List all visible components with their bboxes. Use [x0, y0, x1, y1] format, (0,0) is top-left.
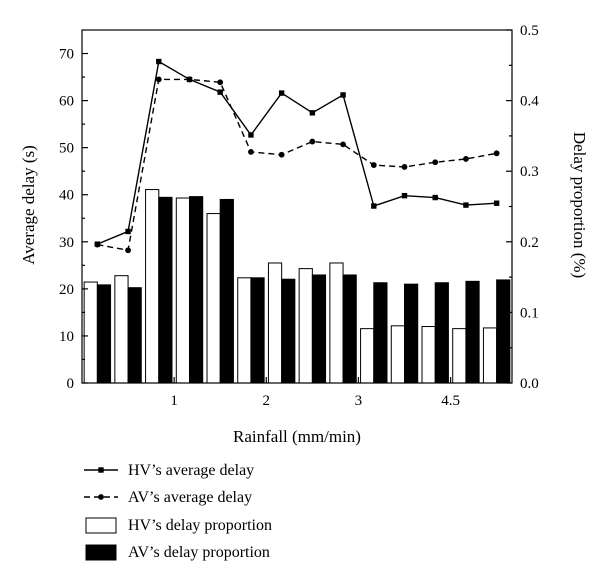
- hv-proportion-bar: [482, 327, 498, 384]
- av-proportion-bar: [219, 198, 234, 384]
- hv-delay-point: [248, 132, 254, 138]
- legend-hv-bar-swatch: [85, 517, 117, 534]
- legend-label: AV’s average delay: [128, 489, 252, 506]
- av-proportion-bar: [127, 287, 142, 384]
- y-tick-label: 50: [59, 141, 74, 157]
- legend-label: AV’s delay proportion: [128, 544, 270, 561]
- y2-tick-label: 0.3: [520, 164, 539, 180]
- av-proportion-bar: [250, 277, 265, 384]
- hv-delay-line: [97, 60, 497, 245]
- av-proportion-bar: [434, 282, 449, 384]
- av-delay-point: [278, 151, 285, 158]
- y2-axis-title: Delay proportion (%): [570, 132, 589, 278]
- x-tick-label: 4.5: [441, 393, 460, 409]
- hv-proportion-bar: [421, 326, 436, 384]
- hv-delay-point: [278, 90, 285, 96]
- hv-delay-point: [493, 200, 500, 206]
- legend-av-marker: [98, 494, 104, 500]
- hv-proportion-bar: [175, 197, 190, 384]
- hv-proportion-bar: [83, 281, 98, 384]
- hv-proportion-bar: [360, 328, 375, 384]
- hv-proportion-bar: [329, 262, 344, 384]
- av-delay-line: [97, 78, 497, 252]
- av-delay-point: [248, 149, 254, 155]
- hv-delay-point: [125, 228, 131, 235]
- hv-proportion-bar: [206, 213, 221, 384]
- y-axis-title: Average delay (s): [19, 145, 38, 265]
- av-proportion-bar: [189, 196, 204, 384]
- av-proportion-bar: [404, 283, 419, 384]
- hv-delay-point: [432, 194, 438, 201]
- av-proportion-bar: [311, 274, 327, 384]
- y2-tick-label: 0.2: [520, 235, 539, 251]
- av-delay-point: [309, 138, 316, 145]
- av-proportion-bar: [496, 279, 511, 384]
- hv-delay-point: [401, 192, 408, 199]
- hv-proportion-bar: [390, 325, 406, 384]
- av-delay-point: [217, 79, 224, 86]
- y2-tick-label: 0.0: [520, 376, 539, 392]
- hv-proportion-bar: [237, 277, 252, 384]
- y-tick-label: 20: [59, 282, 74, 298]
- av-delay-point: [125, 247, 131, 254]
- y-tick-label: 0: [67, 376, 75, 392]
- hv-delay-point: [340, 92, 346, 98]
- av-proportion-bar: [158, 196, 173, 384]
- hv-proportion-bar: [452, 328, 467, 384]
- legend-hv-marker: [98, 467, 104, 473]
- av-delay-point: [94, 241, 101, 248]
- av-delay-point: [493, 150, 500, 157]
- hv-delay-point: [156, 58, 162, 65]
- x-axis-title: Rainfall (mm/min): [233, 427, 361, 446]
- y2-tick-label: 0.5: [520, 23, 539, 39]
- lines-layer: [94, 58, 500, 254]
- legend-label: HV’s average delay: [128, 462, 254, 479]
- av-delay-point: [432, 159, 439, 166]
- hv-delay-point: [217, 89, 223, 95]
- av-proportion-bar: [373, 282, 388, 384]
- av-delay-point: [401, 164, 408, 170]
- y-tick-label: 40: [59, 188, 74, 204]
- av-proportion-bar: [96, 284, 112, 384]
- y-tick-label: 30: [59, 235, 74, 251]
- bars-layer: [83, 189, 511, 384]
- hv-proportion-bar: [145, 189, 160, 384]
- y-tick-label: 60: [59, 94, 74, 110]
- av-proportion-bar: [342, 274, 357, 384]
- av-proportion-bar: [281, 278, 296, 384]
- av-delay-point: [186, 76, 193, 83]
- x-tick-label: 1: [170, 393, 178, 409]
- av-delay-point: [463, 156, 469, 162]
- y2-tick-label: 0.4: [520, 94, 539, 110]
- legend-av-bar-swatch: [85, 544, 117, 561]
- hv-proportion-bar: [114, 275, 129, 384]
- hv-proportion-bar: [298, 268, 313, 384]
- legend: HV’s average delay AV’s average delay HV’s…: [84, 462, 272, 561]
- axes-layer: 0 10 20 30 40 50 60 70 0.0 0.1 0.2 0.3 0.4 0.5 1 2 3 4.5: [59, 23, 539, 409]
- y-tick-label: 70: [59, 47, 74, 63]
- av-delay-point: [155, 76, 162, 83]
- y-tick-label: 10: [59, 329, 74, 345]
- hv-delay-point: [309, 110, 316, 116]
- hv-delay-point: [463, 202, 469, 208]
- av-delay-point: [340, 141, 346, 148]
- x-tick-label: 2: [263, 393, 271, 409]
- av-delay-point: [370, 162, 377, 168]
- x-tick-label: 3: [355, 393, 363, 409]
- y2-tick-label: 0.1: [520, 305, 539, 321]
- legend-label: HV’s delay proportion: [128, 517, 272, 534]
- av-proportion-bar: [465, 280, 480, 384]
- hv-proportion-bar: [267, 262, 283, 384]
- hv-delay-point: [371, 203, 377, 209]
